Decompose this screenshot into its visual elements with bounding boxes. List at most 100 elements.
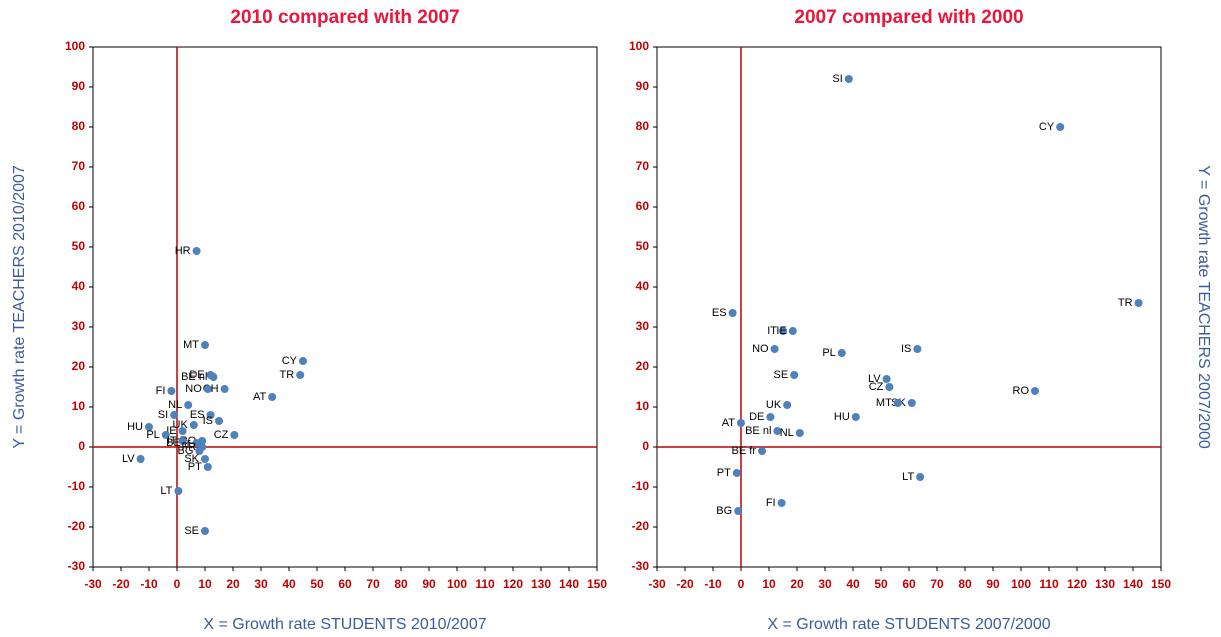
- point-label: AT: [722, 417, 736, 429]
- point: [184, 401, 193, 409]
- point-label: CY: [1039, 121, 1055, 133]
- point: [167, 387, 176, 395]
- y-tick-label: 90: [636, 79, 650, 93]
- y-tick-label: 30: [636, 319, 650, 333]
- point-label: HU: [127, 421, 143, 433]
- x-tick-label: 50: [310, 577, 324, 591]
- point-label: CZ: [214, 429, 229, 441]
- point-label: FI: [766, 497, 776, 509]
- point-label: IT: [767, 325, 777, 337]
- point-label: SI: [158, 409, 168, 421]
- point: [299, 357, 307, 365]
- x-tick-label: 30: [818, 577, 832, 591]
- point: [916, 473, 925, 481]
- point-label: AT: [253, 391, 267, 403]
- point-label: IS: [901, 343, 911, 355]
- chart-title: 2007 compared with 2000: [794, 7, 1023, 28]
- point: [268, 393, 277, 401]
- point: [773, 427, 782, 435]
- point-label: BE nl: [745, 425, 771, 437]
- point: [209, 373, 218, 381]
- point-label: BG: [716, 505, 732, 517]
- point: [201, 455, 209, 463]
- x-tick-label: 80: [958, 577, 972, 591]
- point: [779, 327, 787, 335]
- point: [178, 437, 187, 445]
- x-tick-label: 40: [846, 577, 860, 591]
- x-tick-label: 70: [930, 577, 944, 591]
- point: [770, 345, 779, 353]
- x-tick-label: 100: [447, 577, 467, 591]
- point-label: DE: [189, 369, 204, 381]
- x-tick-label: 120: [1067, 577, 1087, 591]
- y-axis-label: Y = Growth rate TEACHERS 2007/2000: [1195, 165, 1212, 449]
- y-tick-label: 20: [636, 359, 650, 373]
- x-tick-label: 40: [282, 577, 296, 591]
- point: [844, 75, 853, 83]
- point-label: IE: [166, 425, 176, 437]
- point-label: LV: [122, 453, 135, 465]
- x-tick-label: 30: [254, 577, 268, 591]
- y-tick-label: -20: [68, 519, 86, 533]
- point-label: FR: [182, 441, 197, 453]
- plot-frame: [656, 46, 1162, 568]
- point-label: FI: [156, 385, 166, 397]
- point: [136, 455, 145, 463]
- y-tick-label: 30: [72, 319, 86, 333]
- y-tick-label: -30: [632, 559, 650, 573]
- point: [851, 413, 860, 421]
- point: [728, 309, 737, 317]
- y-tick-label: 100: [629, 39, 649, 53]
- point: [195, 447, 204, 455]
- point: [215, 417, 223, 425]
- point: [203, 463, 212, 471]
- x-tick-label: -20: [676, 577, 694, 591]
- point-label: CZ: [869, 381, 884, 393]
- point: [766, 413, 775, 421]
- point: [885, 383, 894, 391]
- point: [230, 431, 239, 439]
- point: [201, 341, 209, 349]
- y-tick-label: 0: [78, 439, 85, 453]
- chart-title: 2010 compared with 2007: [230, 7, 459, 28]
- x-tick-label: 90: [422, 577, 436, 591]
- x-tick-label: 80: [394, 577, 408, 591]
- x-tick-label: 20: [790, 577, 804, 591]
- point: [732, 469, 741, 477]
- y-tick-label: 20: [72, 359, 86, 373]
- point-label: TR: [280, 369, 295, 381]
- y-tick-label: 70: [72, 159, 86, 173]
- point: [203, 385, 212, 393]
- x-tick-label: -10: [704, 577, 722, 591]
- y-tick-label: 50: [72, 239, 86, 253]
- x-tick-label: 130: [531, 577, 551, 591]
- point: [1134, 299, 1143, 307]
- point: [737, 419, 745, 427]
- x-tick-label: -30: [648, 577, 666, 591]
- y-tick-label: 60: [72, 199, 86, 213]
- y-tick-label: 60: [636, 199, 650, 213]
- y-tick-label: -10: [68, 479, 86, 493]
- x-tick-label: 0: [738, 577, 745, 591]
- x-tick-label: 70: [366, 577, 380, 591]
- x-tick-label: 50: [874, 577, 888, 591]
- point: [1056, 123, 1065, 131]
- point-label: PL: [822, 347, 835, 359]
- y-tick-label: 80: [636, 119, 650, 133]
- point: [783, 401, 792, 409]
- point: [758, 447, 766, 455]
- y-tick-label: 100: [65, 39, 85, 53]
- point-label: SI: [832, 73, 842, 85]
- point: [192, 247, 201, 255]
- point-label: TR: [1118, 297, 1133, 309]
- point: [788, 327, 797, 335]
- x-tick-label: 60: [338, 577, 352, 591]
- point-label: ES: [712, 307, 727, 319]
- point-label: BE fr: [732, 445, 757, 457]
- x-tick-label: 150: [1151, 577, 1171, 591]
- y-axis-label: Y = Growth rate TEACHERS 2010/2007: [11, 165, 28, 449]
- x-tick-label: 150: [587, 577, 607, 591]
- point-label: PT: [188, 461, 202, 473]
- x-axis-label: X = Growth rate STUDENTS 2010/2007: [203, 616, 486, 633]
- point-label: MT: [876, 397, 892, 409]
